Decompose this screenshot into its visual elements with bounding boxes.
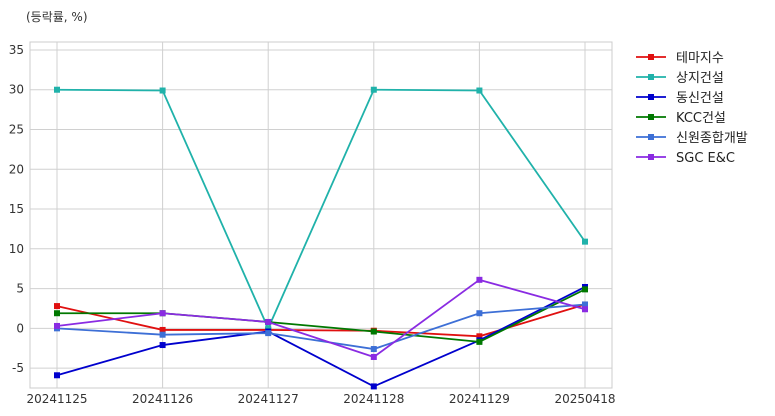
legend-marker xyxy=(648,94,654,100)
data-point xyxy=(265,318,272,325)
legend-marker xyxy=(648,114,654,120)
legend-label: 상지건설 xyxy=(676,71,724,86)
x-tick-label: 20241129 xyxy=(449,392,510,406)
data-point xyxy=(54,303,60,310)
legend-marker xyxy=(648,54,654,60)
y-tick-label: 20 xyxy=(9,162,24,176)
legend-label: SGC E&C xyxy=(676,151,735,166)
data-point xyxy=(159,342,166,349)
data-point xyxy=(54,310,60,317)
y-tick-label: 15 xyxy=(9,202,24,216)
data-point xyxy=(370,353,377,360)
data-point xyxy=(582,238,588,245)
y-tick-label: -5 xyxy=(12,361,24,375)
y-tick-label: 30 xyxy=(9,83,24,97)
data-point xyxy=(159,310,166,317)
data-point xyxy=(582,306,588,313)
data-point xyxy=(476,333,483,340)
data-point xyxy=(54,372,60,379)
y-tick-label: 35 xyxy=(9,43,24,57)
data-point xyxy=(265,325,272,332)
series-line xyxy=(56,278,586,358)
plot-area xyxy=(29,41,613,389)
y-tick-label: 25 xyxy=(9,122,24,136)
legend-label: 신원종합개발 xyxy=(676,131,748,146)
series-line xyxy=(56,303,586,350)
y-tick-label: 10 xyxy=(9,242,24,256)
data-point xyxy=(370,383,377,390)
series-line xyxy=(56,286,586,388)
unit-label: (등락률, %) xyxy=(26,10,88,24)
data-point xyxy=(54,86,60,93)
legend-label: KCC건설 xyxy=(676,111,726,126)
data-point xyxy=(159,326,166,333)
data-point xyxy=(476,87,483,94)
data-point xyxy=(370,328,377,335)
legend-marker xyxy=(648,154,654,160)
data-point xyxy=(54,322,60,329)
data-point xyxy=(476,310,483,317)
legend-marker xyxy=(648,134,654,140)
data-point xyxy=(582,286,588,293)
series-line xyxy=(56,88,586,331)
data-point xyxy=(476,276,483,283)
data-point xyxy=(159,87,166,94)
x-tick-label: 20241128 xyxy=(343,392,404,406)
legend-label: 동신건설 xyxy=(676,91,724,106)
y-tick-label: 5 xyxy=(16,282,24,296)
x-tick-label: 20250418 xyxy=(554,392,615,406)
x-tick-label: 20241127 xyxy=(238,392,299,406)
data-point xyxy=(370,346,377,353)
data-point xyxy=(582,301,588,308)
legend-marker xyxy=(648,74,654,80)
y-tick-label: 0 xyxy=(16,321,24,335)
data-point xyxy=(265,330,272,337)
data-point xyxy=(370,86,377,93)
data-point xyxy=(476,338,483,345)
data-point xyxy=(159,331,166,338)
x-tick-label: 20241126 xyxy=(132,392,193,406)
series-line xyxy=(57,288,586,343)
legend-label: 테마지수 xyxy=(676,51,724,66)
x-tick-label: 20241125 xyxy=(26,392,87,406)
